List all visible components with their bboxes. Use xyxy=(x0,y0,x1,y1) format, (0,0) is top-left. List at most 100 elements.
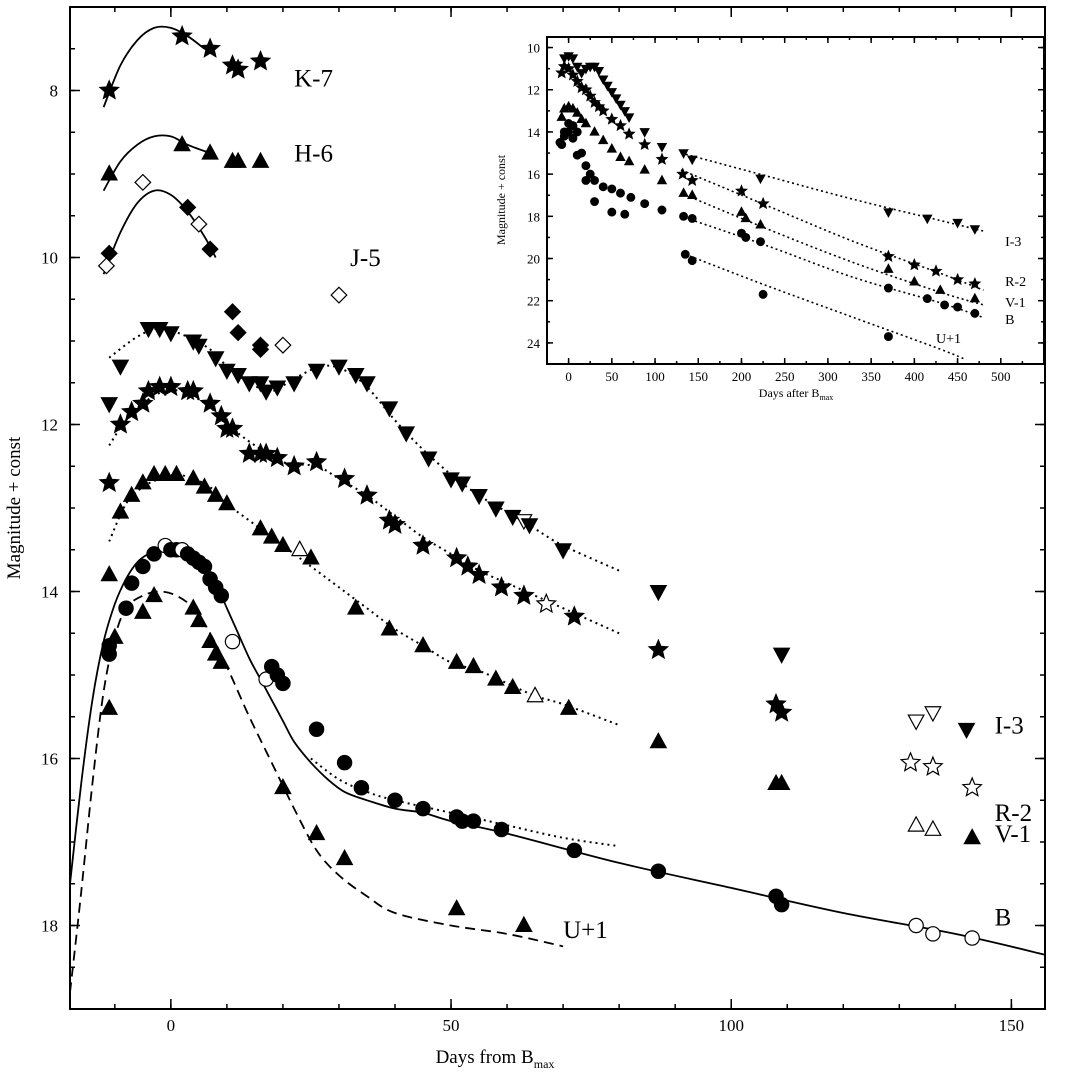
main-y-tick-label: 12 xyxy=(41,416,58,435)
inset-x-tick-label: 300 xyxy=(818,369,838,384)
main-i-3-point xyxy=(111,359,130,376)
inset-u-1-point xyxy=(564,127,574,137)
inset-i-3-point xyxy=(639,128,650,138)
inset-i-3-point xyxy=(576,69,587,79)
main-i-3-point xyxy=(346,367,365,385)
main-r-2-point xyxy=(563,605,586,626)
main-b-point xyxy=(908,917,924,934)
main-h-6-fit-curve xyxy=(102,134,211,192)
inset-b-point xyxy=(572,127,582,137)
inset-r-2-point xyxy=(614,118,628,132)
inset-i-3-point xyxy=(593,67,605,77)
inset-v-1-fit-curve xyxy=(680,192,984,306)
main-b-point xyxy=(465,813,482,829)
inset-b-point xyxy=(953,302,963,312)
inset-data-points xyxy=(555,52,982,342)
main-b-point xyxy=(135,558,151,575)
main-i-3-point xyxy=(251,376,270,393)
inset-i-3-point xyxy=(686,155,698,166)
inset-v-1-point xyxy=(639,164,650,174)
main-h-6-point xyxy=(229,151,247,168)
inset-chart: I-3 R-2 V-1 B U+1 0 50 100 150 200 250 300 350 400 45… xyxy=(494,35,1045,402)
inset-u-1-point xyxy=(883,332,893,342)
main-i-3-point xyxy=(649,585,668,602)
main-u-1-point xyxy=(201,631,219,649)
inset-v-1-point xyxy=(589,126,600,136)
inset-u-1-point xyxy=(572,150,582,160)
main-u-1-point xyxy=(134,602,152,619)
inset-v-1-point xyxy=(678,187,689,197)
inset-fit-curves xyxy=(680,152,984,361)
main-y-axis-label: Magnitude + const xyxy=(4,436,25,579)
main-x-axis-label: Days from Bmax xyxy=(436,1047,555,1071)
inset-r-2-point xyxy=(605,112,619,125)
main-r-2-point xyxy=(384,513,406,534)
main-x-tick-label: 0 xyxy=(167,1016,176,1035)
inset-x-tick-label: 450 xyxy=(948,369,968,384)
main-i-3-point xyxy=(139,322,158,339)
inset-b-point xyxy=(640,199,650,209)
main-i-3-point xyxy=(229,367,247,385)
inset-band-label-b: B xyxy=(1005,313,1014,328)
main-y-tick-label: 14 xyxy=(41,583,59,602)
inset-r-2-point xyxy=(570,74,584,87)
main-band-label-u-1: U+1 xyxy=(563,917,608,944)
main-i-3-point xyxy=(453,476,472,493)
main-i-3-point xyxy=(268,380,287,397)
main-v-1-point xyxy=(447,652,466,669)
main-k-7-point xyxy=(227,58,249,79)
main-b-point xyxy=(123,575,140,591)
inset-i-3-point xyxy=(678,149,689,159)
inset-u-1-point xyxy=(687,256,697,266)
inset-v-1-point xyxy=(567,102,579,113)
main-i-3-point xyxy=(419,451,438,468)
inset-b-point xyxy=(741,232,751,242)
main-b-point xyxy=(493,821,510,838)
main-i-3-point xyxy=(924,706,942,723)
inset-r-2-point xyxy=(756,196,770,210)
inset-x-tick-label: 200 xyxy=(732,369,752,384)
main-u-1-point xyxy=(335,848,354,866)
main-u-1-point xyxy=(447,899,466,916)
inset-u-1-point xyxy=(590,197,599,207)
main-u-1-point xyxy=(307,823,326,841)
inset-b-point xyxy=(756,237,765,247)
inset-b-point xyxy=(616,188,625,198)
main-b-point xyxy=(118,600,134,616)
main-v-1-point xyxy=(924,819,942,836)
main-r-2-point xyxy=(468,563,490,584)
main-r-2-point xyxy=(490,576,513,597)
inset-u-1-point xyxy=(568,133,578,143)
main-b-point xyxy=(275,675,291,692)
inset-v-1-point xyxy=(615,151,626,162)
inset-r-2-point xyxy=(735,184,749,197)
main-r-2-point xyxy=(109,413,132,434)
inset-y-tick-label: 12 xyxy=(527,83,540,98)
inset-b-point xyxy=(581,161,591,171)
main-i-3-point xyxy=(772,647,791,664)
inset-r-2-point xyxy=(968,277,982,290)
inset-v-1-point xyxy=(597,134,609,145)
inset-v-1-point xyxy=(736,206,747,216)
main-u-1-point xyxy=(106,627,124,644)
inset-i-3-point xyxy=(606,88,618,98)
main-i-3-point xyxy=(397,426,416,443)
main-v-1-point xyxy=(100,565,119,582)
main-r-2-point xyxy=(899,751,922,772)
main-r-2-point xyxy=(513,584,535,605)
main-b-point xyxy=(224,633,241,650)
main-j-5-point xyxy=(190,215,208,233)
inset-r-2-point xyxy=(685,173,699,186)
inset-v-1-point xyxy=(580,117,592,128)
inset-u-1-point xyxy=(680,249,690,259)
inset-b-point xyxy=(568,121,578,131)
inset-b-point xyxy=(883,283,893,293)
main-v-1-point xyxy=(380,619,399,636)
main-u-1-point xyxy=(190,611,208,628)
main-band-label-j-5: J-5 xyxy=(350,245,381,272)
inset-y-tick-label: 22 xyxy=(527,294,540,309)
main-v-1-point xyxy=(251,519,270,536)
main-r-2-point xyxy=(647,638,670,660)
main-y-tick-label: 16 xyxy=(41,750,58,769)
